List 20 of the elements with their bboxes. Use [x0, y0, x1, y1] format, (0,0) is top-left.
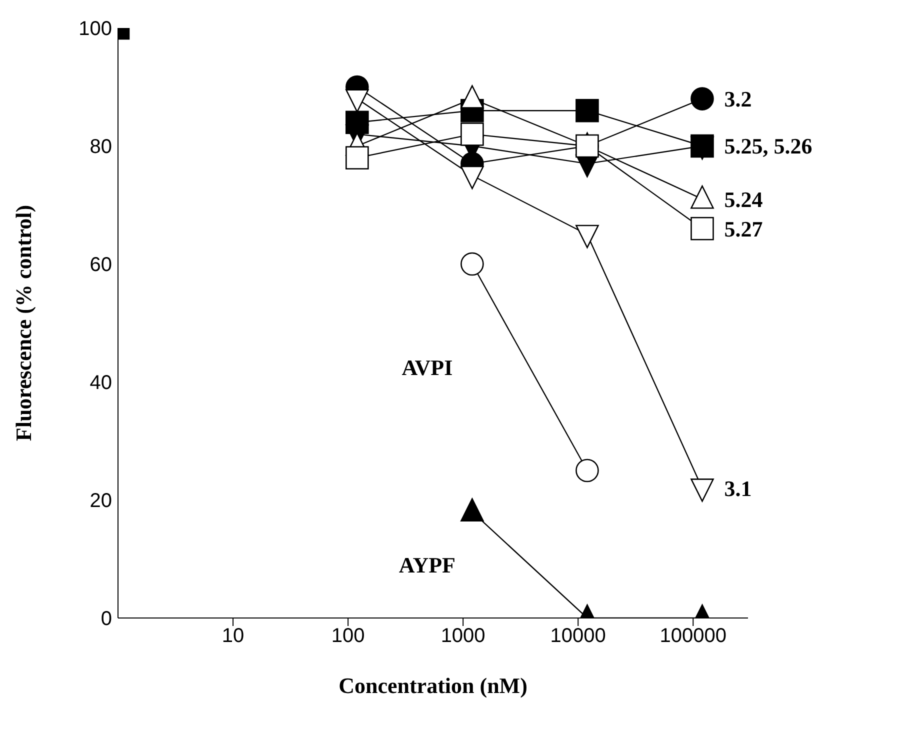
y-tick-label: 20 [90, 490, 112, 512]
series-label: 5.25, 5.26 [724, 134, 812, 159]
text: AVPI [402, 354, 453, 380]
x-tick-label: 1000 [440, 625, 486, 648]
y-tick-label: 60 [90, 254, 112, 276]
series-label: 5.24 [724, 186, 763, 212]
x-tick-label: 10 [222, 625, 244, 648]
x-tick-label: 10000 [550, 625, 606, 648]
y-tick-label: 40 [90, 372, 112, 394]
x-tick-label: 100000 [660, 625, 726, 648]
x-tick-label: 100 [331, 625, 365, 648]
series-label: 5.27 [724, 216, 763, 242]
y-tick-label: 80 [90, 136, 112, 158]
series-label: 3.1 [724, 476, 752, 501]
series-label: 3.2 [724, 86, 752, 112]
series-label: AYPF [398, 552, 456, 578]
x-axis-title: Concentration (nM) [338, 673, 528, 698]
y-axis-title: Fluorescence (% control) [10, 204, 36, 442]
y-tick-label: 0 [100, 608, 112, 630]
y-tick-label: 100 [78, 18, 112, 40]
